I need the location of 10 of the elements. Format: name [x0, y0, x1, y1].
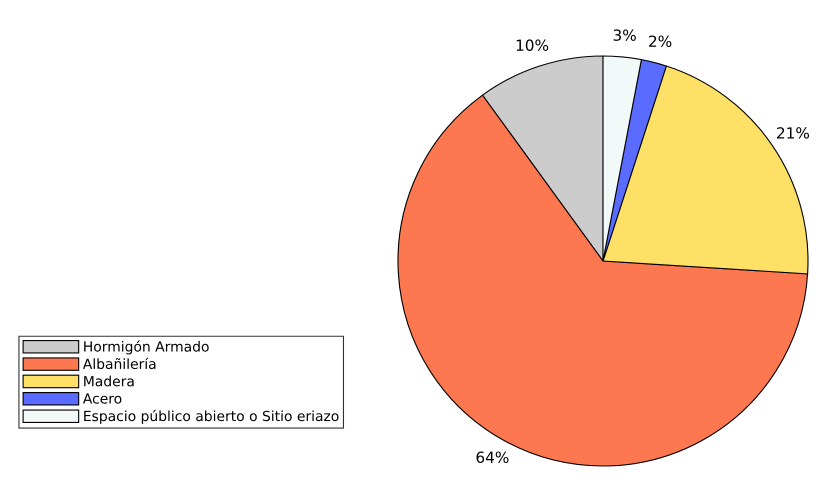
data-label: 3%	[614, 29, 636, 41]
legend-label: Espacio público abierto o Sitio eriazo	[84, 410, 339, 424]
data-label: 10%	[516, 39, 548, 51]
legend-label: Albañilería	[82, 358, 156, 370]
legend-label: Hormigón Armado	[84, 340, 209, 354]
data-label: 21%	[777, 127, 810, 139]
data-label: 2%	[649, 35, 672, 48]
legend-label: Acero	[82, 393, 122, 404]
data-label: 64%	[476, 451, 509, 464]
legend-label: Madera	[84, 376, 134, 386]
